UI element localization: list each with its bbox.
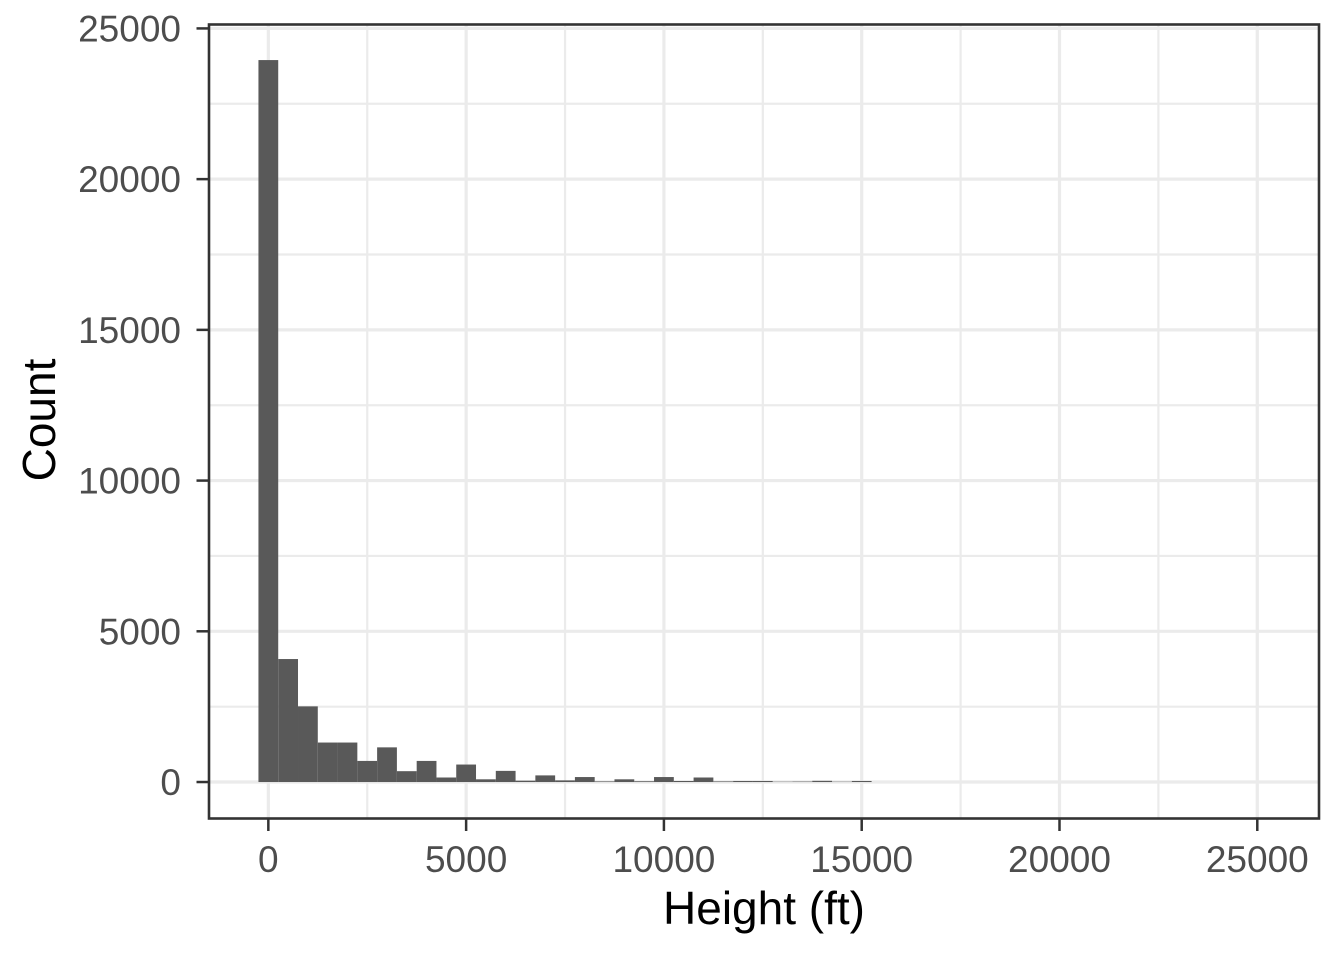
x-tick-label: 10000 xyxy=(612,839,715,880)
histogram-bar xyxy=(278,659,298,782)
histogram-bar xyxy=(575,777,595,782)
histogram-bar xyxy=(753,781,773,782)
histogram-bar xyxy=(476,779,496,782)
histogram-bar xyxy=(456,765,476,782)
y-axis-title: Count xyxy=(13,358,65,481)
grid-major-layer xyxy=(209,25,1319,819)
y-tick-label: 5000 xyxy=(99,611,181,652)
histogram-bar xyxy=(674,781,694,782)
x-tick-label: 5000 xyxy=(425,839,507,880)
y-axis-ticks xyxy=(197,28,209,782)
histogram-bar xyxy=(852,781,872,782)
x-tick-label: 25000 xyxy=(1206,839,1309,880)
y-tick-label: 0 xyxy=(160,762,181,803)
histogram-bar xyxy=(595,781,615,782)
histogram-bar xyxy=(397,771,417,782)
histogram-bar xyxy=(318,743,338,782)
y-tick-label: 25000 xyxy=(78,8,181,49)
histogram-bar xyxy=(713,781,733,782)
histogram-bar xyxy=(555,780,575,782)
histogram-bar xyxy=(298,706,318,782)
x-axis-ticks xyxy=(268,820,1257,832)
histogram-bar xyxy=(436,778,456,783)
histogram-bar xyxy=(496,771,516,782)
histogram-bar xyxy=(694,778,714,783)
y-axis-tick-labels: 0 5000 10000 15000 20000 25000 xyxy=(78,8,181,803)
x-axis-title: Height (ft) xyxy=(663,882,865,934)
x-tick-label: 20000 xyxy=(1008,839,1111,880)
grid-minor-layer xyxy=(209,25,1319,819)
histogram-bar xyxy=(812,781,832,782)
panel-border xyxy=(209,25,1319,819)
x-tick-label: 0 xyxy=(258,839,279,880)
histogram-bar xyxy=(516,781,536,782)
y-tick-label: 15000 xyxy=(78,310,181,351)
histogram-bar xyxy=(338,743,358,782)
y-tick-label: 10000 xyxy=(78,461,181,502)
histogram-bar xyxy=(357,761,377,782)
x-axis-tick-labels: 0 5000 10000 15000 20000 25000 xyxy=(258,839,1309,880)
histogram-bar xyxy=(654,777,674,782)
histogram-bar xyxy=(535,775,555,782)
histogram-bar xyxy=(377,747,397,782)
histogram-bar xyxy=(733,781,753,782)
y-tick-label: 20000 xyxy=(78,159,181,200)
histogram-bar xyxy=(258,60,278,782)
x-tick-label: 15000 xyxy=(810,839,913,880)
histogram-bar xyxy=(417,761,437,782)
histogram-bar xyxy=(634,781,654,782)
histogram-bar xyxy=(614,779,634,782)
